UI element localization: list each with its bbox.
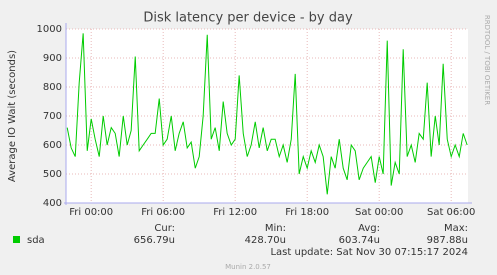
x-tick-label: Fri 00:00 <box>69 207 113 218</box>
x-tick-label: Fri 12:00 <box>213 207 257 218</box>
footer: Munin 2.0.57 <box>225 263 271 271</box>
y-tick-label: 400 <box>43 198 62 209</box>
side-label: RRDTOOL / TOBI OETIKER <box>483 15 491 105</box>
y-axis-label: Average IO Wait (seconds) <box>7 50 18 182</box>
y-tick-label: 800 <box>43 82 62 93</box>
y-tick-label: 600 <box>43 140 62 151</box>
y-tick-label: 900 <box>43 53 62 64</box>
x-tick-label: Fri 18:00 <box>285 207 329 218</box>
stat-value: 603.74u <box>339 235 380 246</box>
stat-header: Cur: <box>154 223 175 234</box>
y-tick-label: 500 <box>43 169 62 180</box>
stat-value: 656.79u <box>134 235 175 246</box>
stat-header: Max: <box>444 223 468 234</box>
series-line <box>66 33 468 195</box>
x-tick-label: Fri 06:00 <box>141 207 185 218</box>
y-tick-label: 700 <box>43 111 62 122</box>
stat-value: 987.88u <box>427 235 468 246</box>
legend-swatch <box>13 236 20 243</box>
chart-title: Disk latency per device - by day <box>143 11 353 26</box>
legend-label: sda <box>27 235 45 246</box>
x-tick-label: Sat 00:00 <box>355 207 403 218</box>
x-tick-label: Sat 06:00 <box>427 207 475 218</box>
stat-header: Avg: <box>358 223 380 234</box>
stat-value: 428.70u <box>245 235 286 246</box>
stat-header: Min: <box>265 223 286 234</box>
y-tick-label: 1000 <box>37 24 62 35</box>
last-update: Last update: Sat Nov 30 07:15:17 2024 <box>270 247 468 258</box>
